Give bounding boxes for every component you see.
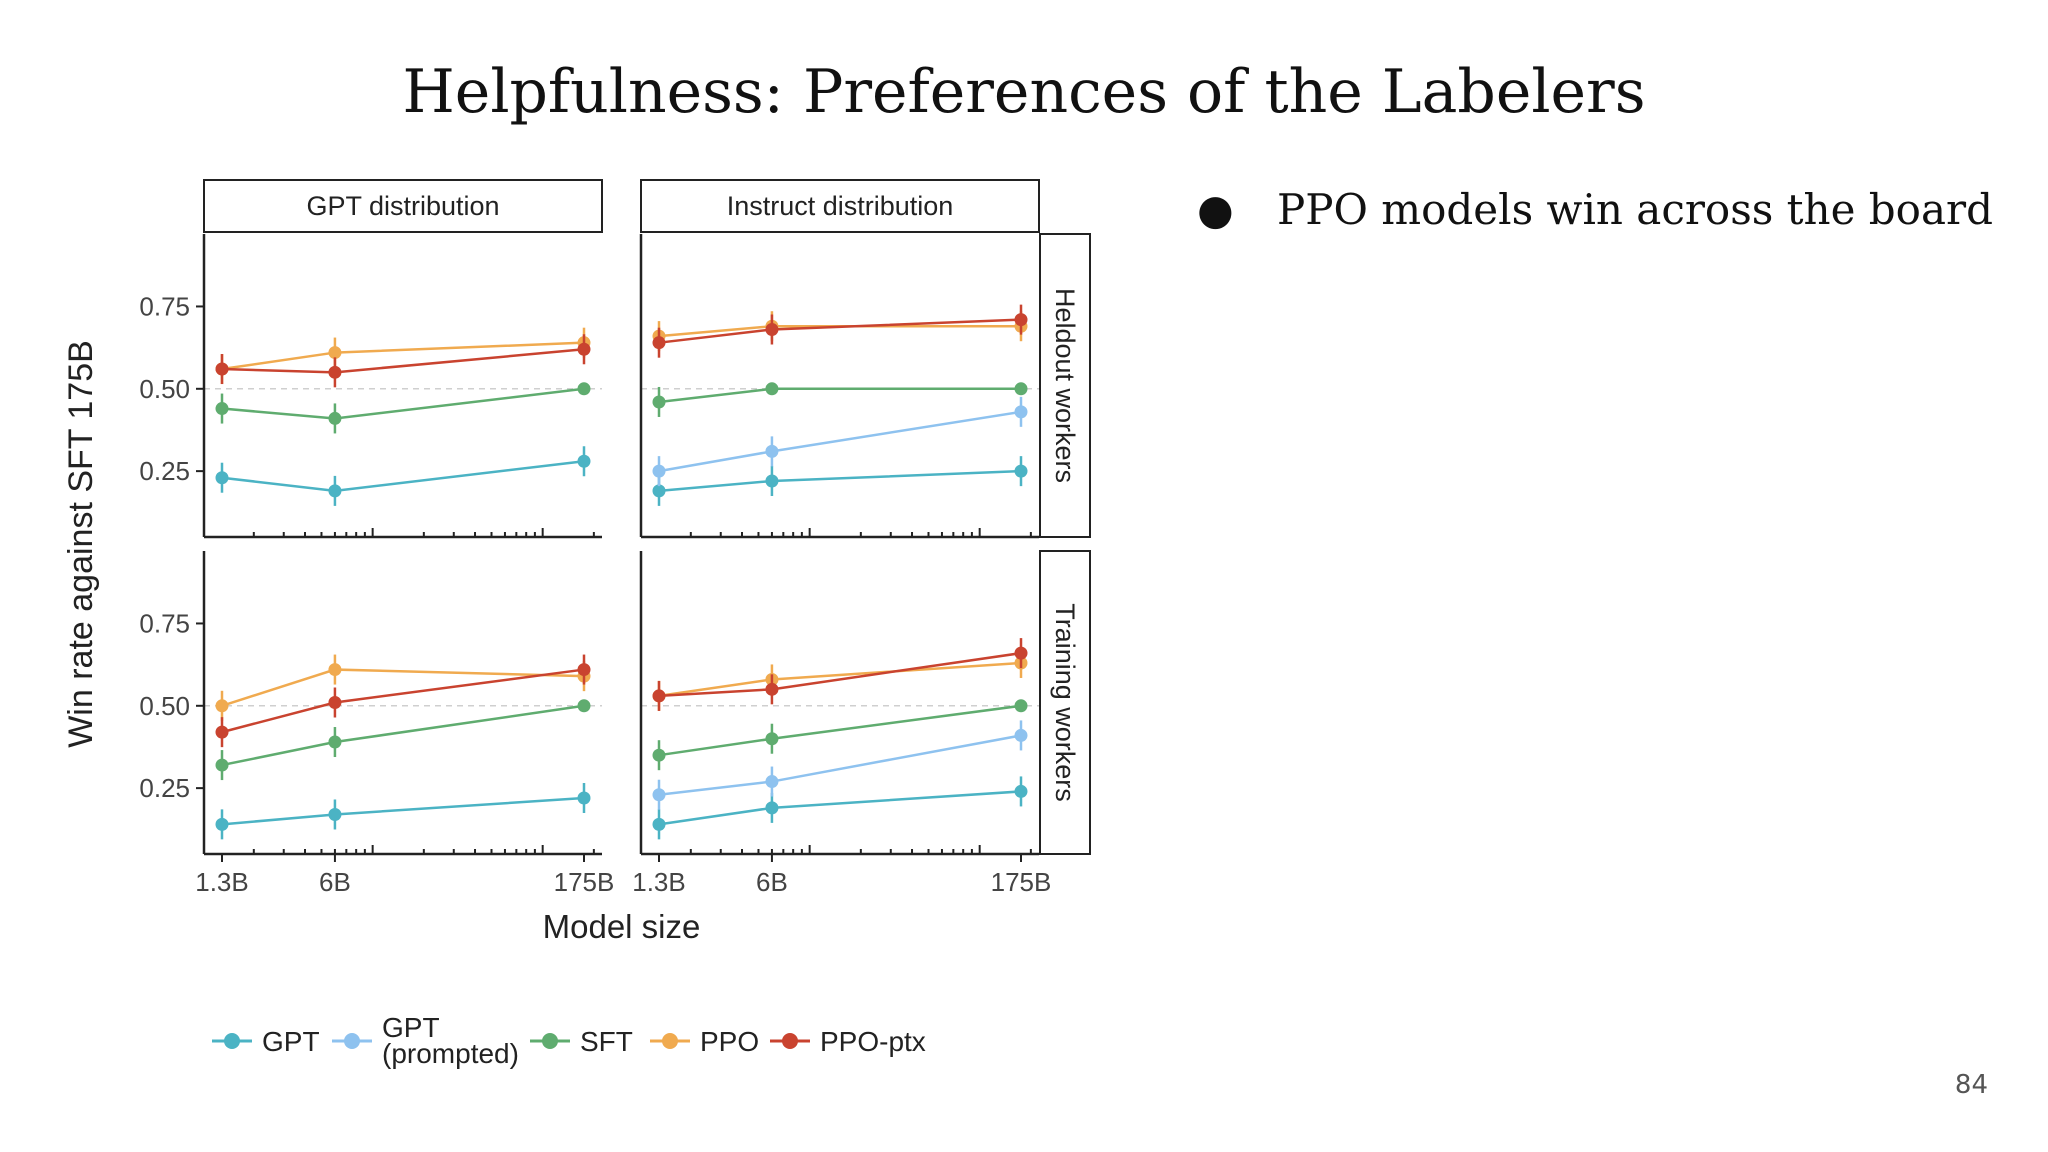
data-point	[577, 454, 591, 468]
data-point	[765, 682, 779, 696]
data-point	[328, 696, 342, 709]
data-point	[577, 791, 591, 805]
data-point	[215, 758, 229, 772]
data-point	[652, 464, 666, 478]
data-point	[577, 699, 591, 713]
series-line	[658, 410, 1022, 473]
data-point	[328, 411, 342, 425]
data-point	[652, 817, 666, 831]
data-point	[577, 382, 591, 396]
data-point	[652, 336, 666, 350]
series-line	[658, 704, 1022, 757]
data-point	[765, 382, 779, 396]
data-point	[328, 663, 342, 677]
x-tick-label: 1.3B	[195, 867, 249, 897]
legend-label: (prompted)	[382, 1038, 519, 1069]
data-point	[765, 732, 779, 746]
legend-label: PPO	[700, 1026, 759, 1057]
data-point	[215, 402, 229, 416]
x-tick-label: 175B	[991, 867, 1052, 897]
data-point	[1014, 784, 1028, 798]
data-point	[765, 474, 779, 488]
data-point	[215, 471, 229, 485]
win-rate-figure: GPT distribution Instruct distribution Hel…	[60, 160, 1120, 1100]
row-strip	[1039, 550, 1091, 855]
bullet-dot-icon: ●	[1197, 185, 1234, 234]
y-tick-label: 0.75	[139, 608, 190, 638]
x-tick-label: 6B	[756, 867, 788, 897]
x-tick-label: 1.3B	[632, 867, 686, 897]
y-tick-label: 0.75	[139, 291, 190, 321]
y-tick-label: 0.25	[139, 456, 190, 486]
legend-label: SFT	[580, 1026, 633, 1057]
data-point	[577, 663, 591, 677]
legend-label: GPT	[382, 1012, 440, 1043]
series-line	[221, 387, 585, 420]
data-point	[215, 725, 229, 739]
series-line	[221, 704, 585, 767]
data-point	[1014, 699, 1028, 713]
x-tick-label: 175B	[554, 867, 615, 897]
series-line	[221, 668, 585, 707]
data-point	[1014, 464, 1028, 478]
data-point	[1014, 405, 1028, 419]
data-point	[652, 788, 666, 802]
data-point	[1014, 728, 1028, 742]
data-point	[765, 801, 779, 815]
column-strip	[640, 179, 1040, 233]
legend-swatch-dot	[662, 1033, 678, 1049]
x-axis-title: Model size	[543, 908, 701, 945]
column-strip-label: GPT distribution	[306, 191, 499, 221]
page-number: 84	[1954, 1070, 1988, 1100]
row-strip	[1039, 233, 1091, 538]
legend-label: GPT	[262, 1026, 320, 1057]
bullet-text: PPO models win across the board	[1277, 185, 1993, 234]
data-point	[1014, 382, 1028, 396]
data-point	[328, 484, 342, 498]
data-point	[215, 817, 229, 831]
data-point	[328, 346, 342, 360]
data-point	[1014, 646, 1028, 660]
y-axis-title: Win rate against SFT 175B	[62, 340, 100, 748]
series-line	[221, 668, 585, 734]
column-strip-label: Instruct distribution	[727, 191, 954, 221]
data-point	[328, 365, 342, 379]
data-point	[652, 748, 666, 762]
row-strip-label: Heldout workers	[1050, 288, 1080, 483]
data-point	[765, 775, 779, 789]
win-rate-chart-svg: GPT distribution Instruct distribution Hel…	[62, 179, 1091, 1069]
data-point	[215, 362, 229, 376]
data-point	[577, 342, 591, 356]
data-point	[765, 444, 779, 458]
bullet-item: ● PPO models win across the board	[1195, 180, 2015, 240]
y-tick-label: 0.50	[139, 691, 190, 721]
legend-swatch-dot	[782, 1033, 798, 1049]
series-line	[221, 796, 585, 826]
y-tick-label: 0.50	[139, 374, 190, 404]
data-point	[652, 395, 666, 409]
data-point	[765, 323, 779, 337]
series-line	[658, 790, 1022, 826]
series-line	[658, 387, 1021, 404]
data-point	[652, 484, 666, 498]
y-tick-label: 0.25	[139, 773, 190, 803]
legend-swatch-dot	[542, 1033, 558, 1049]
x-tick-label: 6B	[319, 867, 351, 897]
legend-swatch-dot	[344, 1033, 360, 1049]
data-point	[328, 807, 342, 821]
legend-swatch-dot	[224, 1033, 240, 1049]
row-strip-label: Training workers	[1050, 603, 1080, 802]
legend-label: PPO-ptx	[820, 1026, 926, 1057]
data-point	[215, 699, 229, 713]
data-point	[328, 735, 342, 749]
series-line	[221, 460, 585, 493]
series-line	[658, 469, 1022, 493]
data-point	[652, 689, 666, 703]
slide-title: Helpfulness: Preferences of the Labelers	[402, 57, 1646, 127]
bullet-list: ● PPO models win across the board	[1195, 180, 2015, 240]
data-point	[1014, 313, 1028, 327]
column-strip	[203, 179, 603, 233]
series-line	[658, 734, 1022, 796]
